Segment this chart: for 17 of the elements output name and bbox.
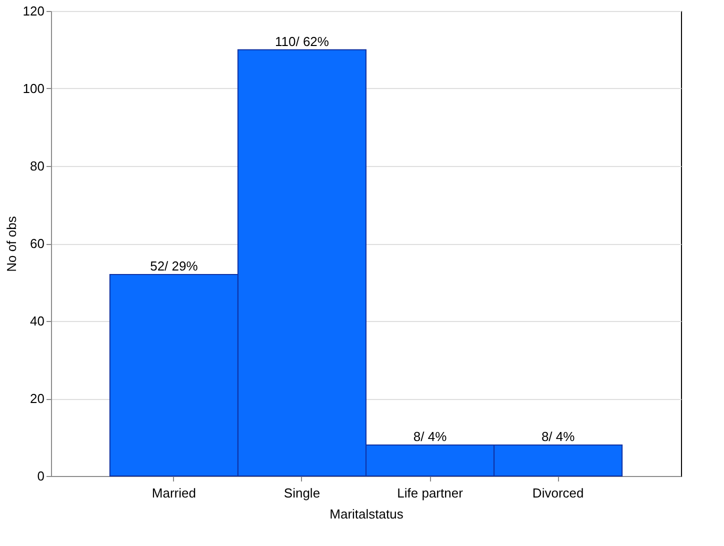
x-tick-label: Married xyxy=(152,486,196,500)
x-tick-label: Divorced xyxy=(532,486,584,500)
y-tick-label: 0 xyxy=(37,468,44,484)
data-label: 8/ 4% xyxy=(541,429,576,444)
data-label: 110/ 62% xyxy=(274,34,330,49)
y-tick-label: 40 xyxy=(30,314,44,328)
y-tick-label: 60 xyxy=(30,236,44,251)
y-tick-label: 100 xyxy=(22,81,44,96)
y-tick-label: 120 xyxy=(22,4,44,18)
y-tick-label: 20 xyxy=(30,391,44,406)
x-tick-label: Life partner xyxy=(397,486,464,500)
data-label: 8/ 4% xyxy=(413,429,448,444)
y-axis-title: No of obs xyxy=(4,216,19,272)
x-axis-title: Maritalstatus xyxy=(330,506,404,522)
y-tick-label: 80 xyxy=(30,158,44,174)
x-tick-label: Single xyxy=(284,486,320,500)
data-label: 52/ 29% xyxy=(150,258,198,274)
